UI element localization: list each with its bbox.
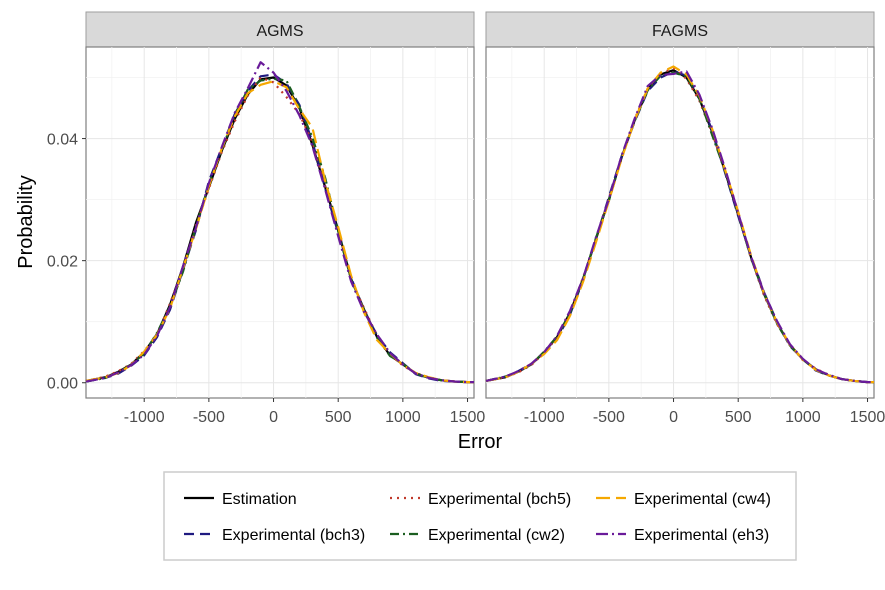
x-tick-label: 1000 xyxy=(385,409,421,426)
series-lines-agms xyxy=(85,61,474,384)
x-tick-label: 1000 xyxy=(785,409,821,426)
y-axis: 0.00 0.02 0.04 xyxy=(47,132,86,393)
x-axis-title: Error xyxy=(458,431,503,453)
x-axis-fagms: -1000 -500 0 500 1000 1500 xyxy=(524,398,885,426)
series-line-experimental-eh3-agms xyxy=(85,61,474,384)
strip-label-fagms: FAGMS xyxy=(652,23,708,40)
plot-area-agms xyxy=(85,46,475,399)
panel-agms: AGMS -1000 -500 0 500 1000 1500 xyxy=(85,11,486,426)
y-tick-label: 0.04 xyxy=(47,132,78,149)
strip-label-agms: AGMS xyxy=(256,23,303,40)
legend-items: Estimation Experimental (bch5) Experimenta… xyxy=(184,491,771,544)
series-line-experimental-cw4-fagms xyxy=(485,65,874,384)
x-tick-label: 1500 xyxy=(850,409,885,426)
x-tick-label: 0 xyxy=(269,409,278,426)
series-line-experimental-bch5-agms xyxy=(85,76,474,384)
x-tick-label: -500 xyxy=(193,409,225,426)
x-tick-label: -1000 xyxy=(124,409,165,426)
x-axis-agms: -1000 -500 0 500 1000 1500 xyxy=(124,398,486,426)
legend-label: Experimental (cw2) xyxy=(428,527,565,544)
legend: Estimation Experimental (bch5) Experimenta… xyxy=(163,471,797,561)
legend-label: Experimental (bch3) xyxy=(222,527,365,544)
series-lines-fagms xyxy=(485,65,874,384)
y-tick-label: 0.02 xyxy=(47,254,78,271)
x-tick-label: 500 xyxy=(725,409,752,426)
strip-background-agms xyxy=(85,11,475,48)
legend-label: Experimental (cw4) xyxy=(634,491,771,508)
grid-fagms xyxy=(486,47,874,398)
plot-area-fagms xyxy=(485,46,875,399)
strip-background-fagms xyxy=(485,11,875,48)
legend-label: Experimental (bch5) xyxy=(428,491,571,508)
x-tick-label: 0 xyxy=(669,409,678,426)
y-tick-label: 0.00 xyxy=(47,376,78,393)
x-tick-label: -1000 xyxy=(524,409,565,426)
legend-box xyxy=(163,471,797,561)
x-tick-label: 1500 xyxy=(450,409,486,426)
x-tick-label: -500 xyxy=(593,409,625,426)
legend-label: Experimental (eh3) xyxy=(634,527,769,544)
panel-fagms: FAGMS -1000 -500 0 500 1000 1500 xyxy=(485,11,885,426)
x-tick-label: 500 xyxy=(325,409,352,426)
legend-label: Estimation xyxy=(222,491,297,508)
y-axis-title: Probability xyxy=(15,175,37,268)
series-line-experimental-eh3-fagms xyxy=(485,70,874,384)
